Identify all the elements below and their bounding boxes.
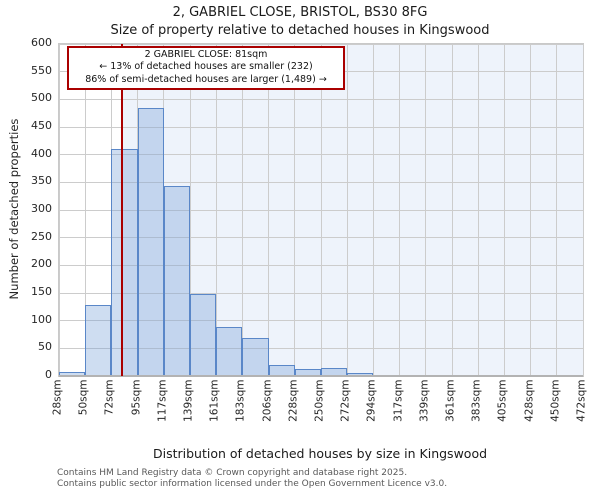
histogram-bar: [268, 364, 295, 376]
x-gridline: [268, 44, 270, 376]
x-tick-label: 272sqm: [339, 379, 352, 422]
x-gridline: [582, 44, 584, 376]
property-size-marker-line: [120, 44, 123, 376]
x-gridline: [84, 44, 86, 376]
x-gridline: [320, 44, 322, 376]
histogram-bar: [242, 338, 269, 376]
x-gridline: [556, 44, 558, 376]
chart-title: 2, GABRIEL CLOSE, BRISTOL, BS30 8FG: [172, 5, 428, 20]
annotation-smaller-line: ← 13% of detached houses are smaller (23…: [99, 61, 313, 73]
x-tick-label: 183sqm: [234, 379, 247, 422]
histogram-bar: [163, 186, 190, 376]
x-tick-label: 117sqm: [156, 379, 169, 422]
x-tick-label: 472sqm: [575, 379, 588, 422]
y-tick-label: 550: [31, 63, 52, 77]
x-gridline: [241, 44, 243, 376]
footer-line-2: Contains public sector information licen…: [57, 479, 448, 490]
x-gridline: [477, 44, 479, 376]
x-tick-label: 72sqm: [103, 379, 116, 416]
histogram-bar: [137, 107, 164, 376]
y-tick-label: 300: [31, 202, 52, 215]
y-tick-label: 0: [45, 368, 52, 381]
x-tick-label: 383sqm: [470, 379, 483, 422]
y-tick-label: 350: [31, 174, 52, 188]
y-tick-label: 400: [31, 146, 52, 160]
x-tick-label: 28sqm: [51, 379, 64, 416]
x-tick-label: 206sqm: [261, 379, 274, 422]
x-gridline: [503, 44, 505, 376]
histogram-bar: [190, 294, 217, 376]
x-gridline: [58, 44, 60, 376]
x-tick-label: 95sqm: [130, 379, 143, 416]
y-tick-label: 100: [31, 312, 52, 326]
histogram-bar: [216, 326, 243, 376]
x-tick-label: 405sqm: [496, 379, 509, 422]
x-gridline: [425, 44, 427, 376]
footer-line-1: Contains HM Land Registry data © Crown c…: [57, 468, 408, 478]
x-tick-label: 50sqm: [77, 379, 90, 416]
histogram-bar: [85, 305, 112, 376]
x-tick-label: 250sqm: [313, 379, 326, 422]
annotation-box: 2 GABRIEL CLOSE: 81sqm ← 13% of detached…: [67, 46, 345, 91]
annotation-property-line: 2 GABRIEL CLOSE: 81sqm: [144, 49, 268, 60]
x-gridline: [215, 44, 217, 376]
x-tick-label: 339sqm: [418, 379, 431, 422]
x-tick-label: 294sqm: [365, 379, 378, 422]
x-tick-label: 228sqm: [287, 379, 300, 422]
y-tick-label: 450: [31, 119, 52, 132]
x-gridline: [189, 44, 191, 376]
chart-subtitle: Size of property relative to detached ho…: [110, 23, 490, 38]
y-tick-label: 600: [31, 36, 52, 49]
x-gridline: [451, 44, 453, 376]
x-gridline: [294, 44, 296, 376]
y-tick-label: 200: [31, 257, 52, 271]
y-tick-label: 50: [38, 340, 52, 354]
y-tick-label: 500: [31, 91, 52, 105]
annotation-larger-line: 86% of semi-detached houses are larger (…: [85, 73, 327, 85]
x-tick-label: 161sqm: [208, 379, 221, 422]
y-tick-label: 150: [31, 285, 52, 298]
x-tick-label: 139sqm: [182, 379, 195, 422]
histogram-bar: [59, 371, 86, 376]
x-axis-label: Distribution of detached houses by size …: [152, 446, 488, 461]
y-tick-label: 250: [31, 229, 52, 243]
histogram-bar: [294, 368, 321, 376]
x-tick-label: 450sqm: [549, 379, 562, 422]
histogram-bar: [111, 149, 138, 376]
x-axis-line: [59, 375, 583, 377]
x-gridline: [530, 44, 532, 376]
x-tick-label: 361sqm: [444, 379, 457, 422]
x-gridline: [399, 44, 401, 376]
histogram-bar: [321, 367, 348, 376]
x-gridline: [346, 44, 348, 376]
x-tick-label: 428sqm: [523, 379, 536, 422]
plot-area: 2 GABRIEL CLOSE: 81sqm ← 13% of detached…: [58, 43, 584, 377]
x-gridline: [372, 44, 374, 376]
x-tick-label: 317sqm: [392, 379, 405, 422]
histogram-bar: [347, 373, 374, 376]
footer-attribution: Contains HM Land Registry data © Crown c…: [57, 468, 447, 491]
